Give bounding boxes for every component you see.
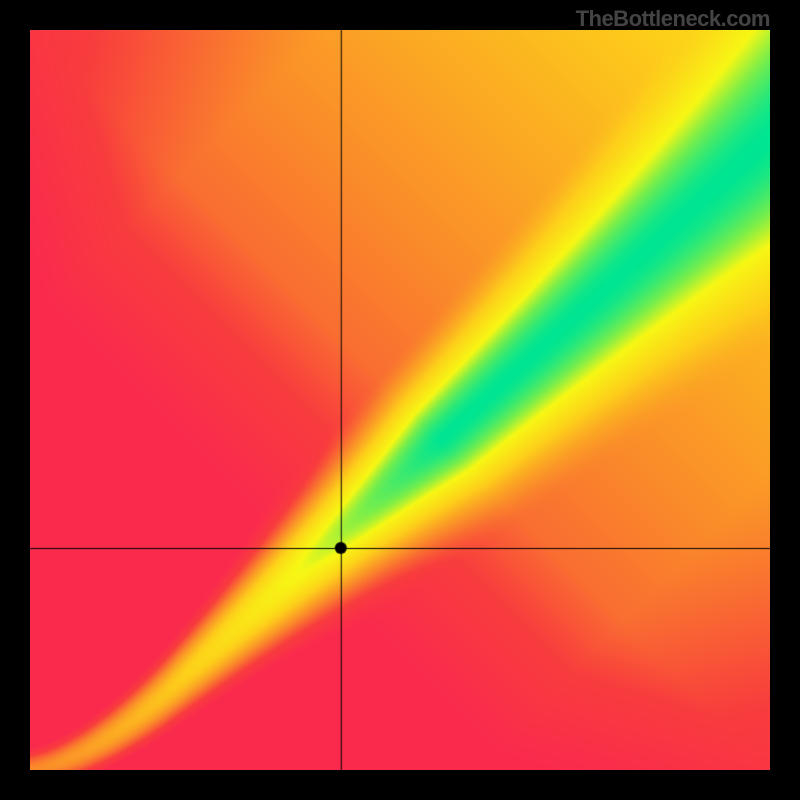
heatmap-canvas: [30, 30, 770, 770]
heatmap-plot-area: [30, 30, 770, 770]
watermark-label: TheBottleneck.com: [576, 6, 770, 32]
